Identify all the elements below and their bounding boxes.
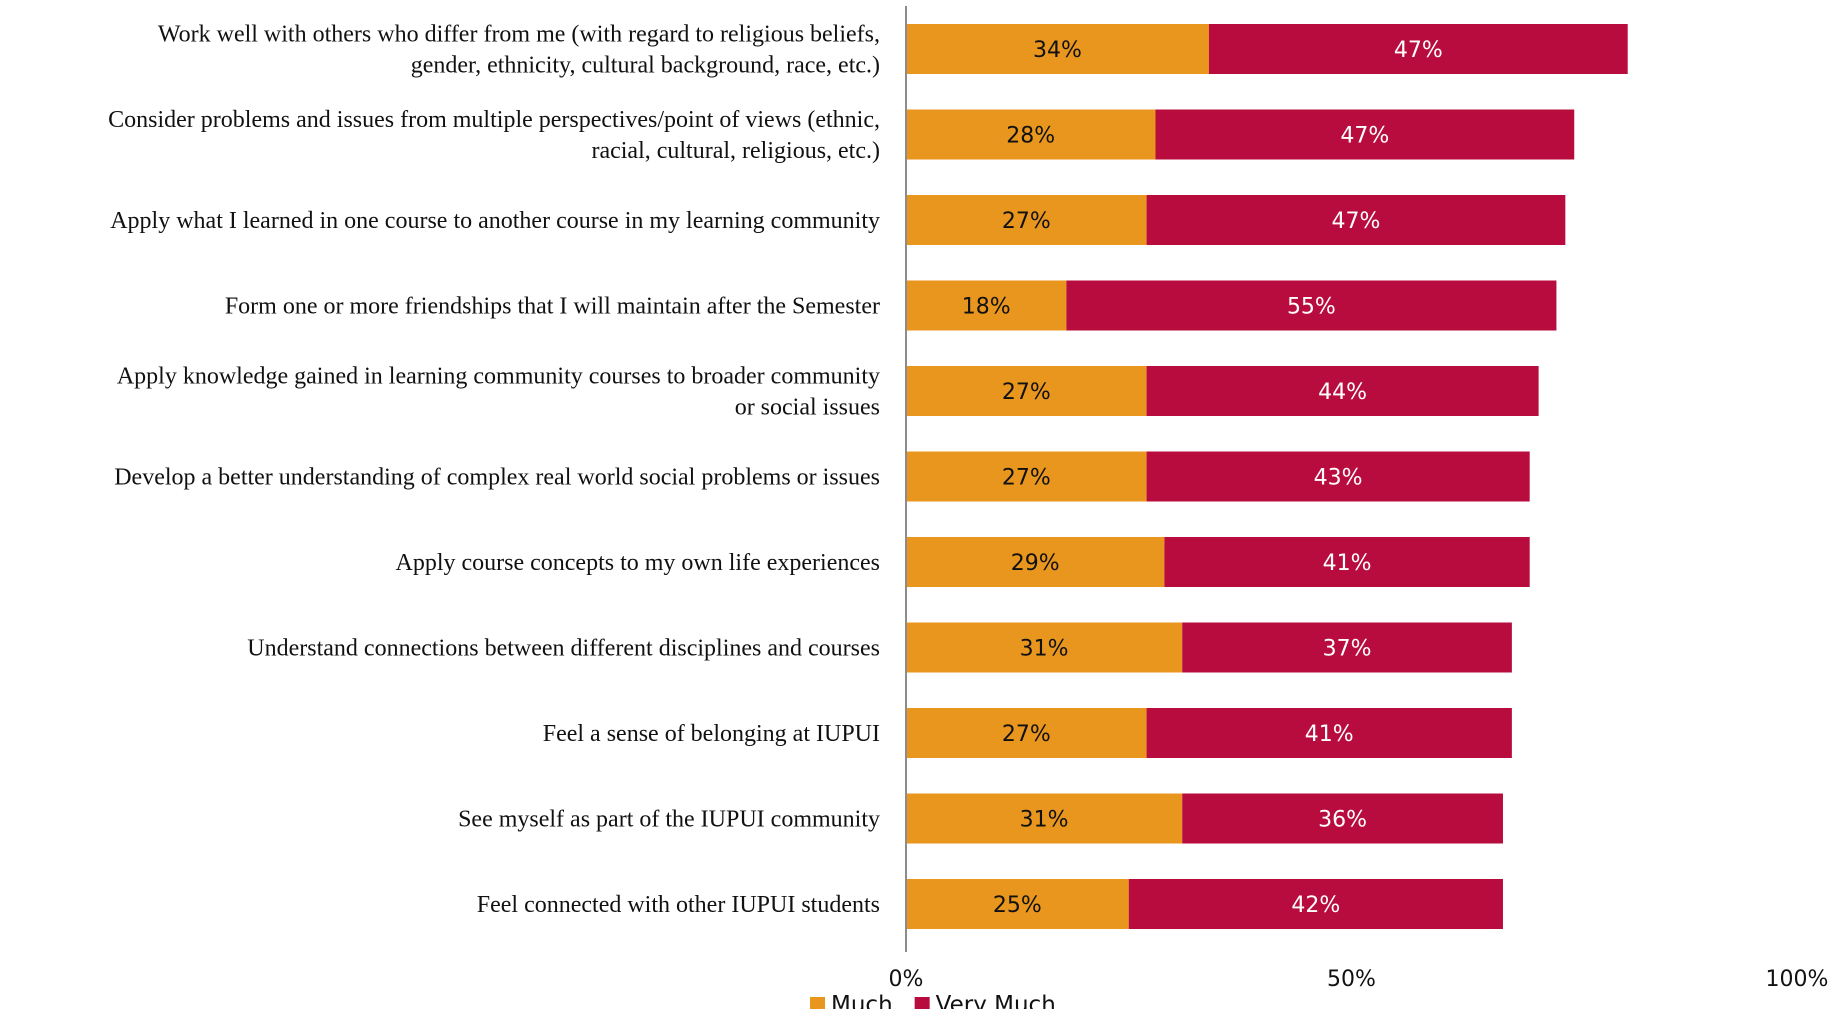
bar-very-much-10 [1128, 879, 1503, 929]
x-tick-label-1: 50% [1327, 967, 1376, 992]
value-label-much-10: 25% [993, 893, 1042, 918]
bar-much-10 [906, 879, 1129, 929]
value-label-much-1: 28% [1006, 124, 1055, 149]
bar-much-1 [906, 109, 1156, 160]
category-label-line: Understand connections between different… [247, 636, 880, 662]
bar-much-3 [906, 280, 1067, 331]
value-label-very-much-1: 47% [1340, 124, 1389, 149]
value-label-much-7: 31% [1020, 637, 1069, 662]
value-label-much-2: 27% [1002, 209, 1051, 234]
category-label-0: Work well with others who differ from me… [158, 22, 880, 79]
category-label-line: gender, ethnicity, cultural background, … [411, 53, 880, 79]
value-label-very-much-6: 41% [1323, 551, 1372, 576]
bar-very-much-8 [1146, 708, 1512, 758]
category-label-9: See myself as part of the IUPUI communit… [458, 807, 880, 833]
value-label-very-much-10: 42% [1291, 893, 1340, 918]
category-label-line: Consider problems and issues from multip… [108, 107, 880, 133]
x-tick-labels: 0% 50% 100% [889, 967, 1829, 992]
value-label-much-5: 27% [1002, 466, 1051, 491]
category-label-line: or social issues [735, 395, 880, 421]
category-label-line: Apply knowledge gained in learning commu… [117, 364, 880, 390]
bar-much-7 [906, 622, 1183, 673]
value-label-much-0: 34% [1033, 38, 1082, 63]
value-label-very-much-9: 36% [1318, 808, 1367, 833]
value-label-very-much-8: 41% [1305, 722, 1354, 747]
bar-much-5 [906, 451, 1147, 502]
category-label-line: Apply what I learned in one course to an… [110, 208, 880, 234]
bar-much-4 [906, 366, 1147, 416]
category-label-line: Feel connected with other IUPUI students [477, 892, 880, 918]
category-label-2: Apply what I learned in one course to an… [110, 208, 880, 234]
value-label-very-much-5: 43% [1314, 466, 1363, 491]
bar-much-9 [906, 793, 1183, 844]
category-label-6: Apply course concepts to my own life exp… [395, 550, 880, 576]
value-label-much-4: 27% [1002, 380, 1051, 405]
category-label-line: racial, cultural, religious, etc.) [591, 138, 880, 164]
category-label-7: Understand connections between different… [247, 636, 880, 662]
category-label-line: Feel a sense of belonging at IUPUI [543, 721, 880, 747]
legend-swatch-much [810, 997, 825, 1009]
value-label-much-8: 27% [1002, 722, 1051, 747]
bar-very-much-6 [1164, 537, 1530, 587]
bar-much-8 [906, 708, 1147, 758]
value-label-very-much-7: 37% [1323, 637, 1372, 662]
bar-very-much-7 [1182, 622, 1512, 673]
bar-very-much-2 [1146, 195, 1566, 245]
category-label-5: Develop a better understanding of comple… [114, 465, 880, 491]
legend-swatch-very-much [914, 997, 930, 1009]
value-label-very-much-4: 44% [1318, 380, 1367, 405]
category-label-8: Feel a sense of belonging at IUPUI [543, 721, 880, 747]
category-label-3: Form one or more friendships that I will… [225, 294, 880, 320]
value-label-much-3: 18% [962, 295, 1011, 320]
legend-label-very-much: Very Much [936, 992, 1056, 1009]
value-labels: 34% 47% 28% 47% 27% 47% 18% 55% 27% 44% 27% 43% 29% 4… [962, 38, 1443, 918]
value-label-much-6: 29% [1011, 551, 1060, 576]
legend-label-much: Much [831, 992, 893, 1009]
category-label-line: Form one or more friendships that I will… [225, 294, 880, 320]
category-label-10: Feel connected with other IUPUI students [477, 892, 880, 918]
category-label-line: Apply course concepts to my own life exp… [395, 550, 880, 576]
bar-much-0 [906, 24, 1209, 74]
bar-very-much-4 [1146, 366, 1539, 416]
bars-group [906, 24, 1628, 929]
value-label-much-9: 31% [1020, 808, 1069, 833]
bar-much-6 [906, 537, 1165, 587]
bar-very-much-3 [1066, 280, 1557, 331]
value-label-very-much-2: 47% [1332, 209, 1381, 234]
x-tick-label-0: 0% [889, 967, 924, 992]
value-label-very-much-0: 47% [1394, 38, 1443, 63]
category-label-line: See myself as part of the IUPUI communit… [458, 807, 880, 833]
bar-very-much-1 [1155, 109, 1575, 160]
category-labels: Work well with others who differ from me… [108, 22, 880, 919]
category-label-1: Consider problems and issues from multip… [108, 107, 880, 164]
category-label-line: Develop a better understanding of comple… [114, 465, 880, 491]
bar-very-much-5 [1146, 451, 1530, 502]
bar-very-much-9 [1182, 793, 1503, 844]
legend: Much Very Much [810, 992, 1056, 1009]
category-label-4: Apply knowledge gained in learning commu… [117, 364, 880, 421]
bar-very-much-0 [1208, 24, 1628, 74]
bar-much-2 [906, 195, 1147, 245]
x-tick-label-2: 100% [1766, 967, 1829, 992]
category-label-line: Work well with others who differ from me… [158, 22, 880, 48]
value-label-very-much-3: 55% [1287, 295, 1336, 320]
